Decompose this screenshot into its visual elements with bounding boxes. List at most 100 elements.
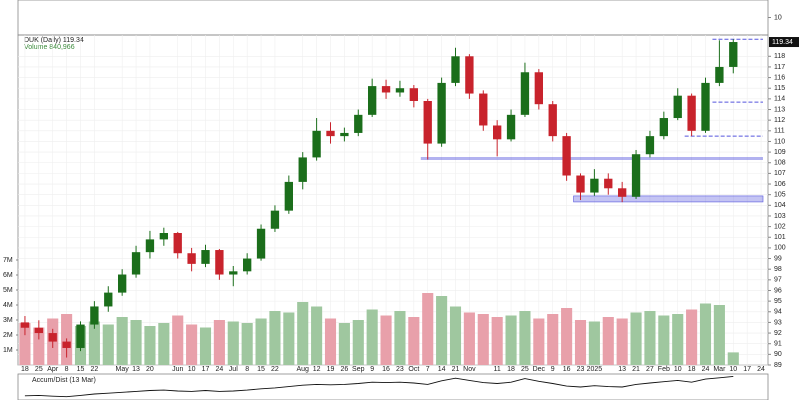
y-tick-label: 108	[774, 160, 786, 167]
x-tick-label: 8	[245, 366, 249, 373]
x-tick-label: 2025	[587, 366, 603, 373]
volume-bar	[255, 318, 267, 365]
x-tick-label: Aug	[296, 366, 309, 373]
candle-body	[215, 250, 224, 275]
x-tick-label: 17	[202, 366, 210, 373]
x-tick-label: 21	[452, 366, 460, 373]
volume-tick-label: 5M	[3, 287, 13, 294]
candle-body	[34, 327, 43, 334]
candle-body	[20, 322, 30, 328]
y-tick-label: 96	[774, 287, 782, 294]
x-tick-label: 16	[382, 366, 390, 373]
volume-bar	[33, 327, 45, 365]
volume-bar	[713, 305, 725, 365]
y-tick-label: 109	[774, 149, 786, 156]
x-tick-label: Nov	[463, 366, 476, 373]
candle-body	[479, 93, 488, 126]
x-tick-label: 26	[340, 366, 348, 373]
candle-body	[465, 56, 474, 94]
volume-bar	[672, 314, 684, 365]
y-tick-label: 102	[774, 223, 786, 230]
volume-bar	[533, 318, 545, 365]
candle-body	[493, 125, 502, 140]
volume-bar	[199, 327, 212, 365]
volume-label: Volume 840,966	[24, 44, 75, 51]
x-tick-label: Oct	[408, 366, 419, 373]
volume-bar	[616, 318, 628, 365]
volume-bar	[422, 293, 434, 365]
volume-bar	[130, 320, 142, 365]
y-tick-label: 117	[774, 64, 785, 71]
candle-body	[729, 42, 738, 67]
volume-bar	[463, 312, 475, 365]
x-tick-label: 16	[563, 366, 571, 373]
y-tick-label: 112	[774, 117, 785, 124]
volume-bar	[116, 317, 128, 365]
candle-body	[104, 292, 113, 307]
volume-bar	[241, 323, 253, 365]
x-tick-label: 24	[757, 366, 765, 373]
volume-bar	[644, 311, 656, 365]
volume-bar	[88, 321, 100, 365]
candle-body	[312, 130, 321, 158]
y-tick-label: 115	[774, 85, 785, 92]
y-tick-label: 116	[774, 74, 785, 81]
candle-body	[645, 136, 655, 155]
x-tick-label: Dec	[533, 366, 546, 373]
x-tick-label: 14	[438, 366, 446, 373]
candle-body	[631, 154, 641, 197]
volume-tick-label: 2M	[3, 332, 13, 339]
top-tick-label: 10	[774, 14, 782, 21]
candle-body	[90, 306, 99, 325]
candle-body	[145, 239, 155, 253]
y-tick-label: 113	[774, 106, 785, 113]
x-tick-label: 18	[688, 366, 696, 373]
volume-bar	[408, 317, 420, 365]
volume-tick-label: 4M	[3, 302, 13, 309]
x-tick-label: 10	[729, 366, 737, 373]
volume-bar	[158, 323, 170, 365]
x-tick-label: Apr	[47, 366, 59, 373]
x-tick-label: 10	[674, 366, 682, 373]
y-tick-label: 107	[774, 170, 786, 177]
candle-body	[48, 333, 57, 342]
candle-body	[298, 157, 307, 182]
candle-body	[562, 136, 571, 176]
volume-tick-label: 1M	[3, 347, 13, 354]
x-tick-label: 24	[702, 366, 710, 373]
candle-body	[437, 82, 446, 144]
y-tick-label: 105	[774, 192, 786, 199]
y-tick-label: 111	[774, 128, 785, 135]
volume-bar	[186, 324, 198, 365]
y-tick-label: 89	[774, 362, 782, 369]
candle-body	[381, 86, 391, 93]
x-tick-label: 15	[257, 366, 265, 373]
y-tick-label: 95	[774, 298, 782, 305]
x-tick-label: Mar	[713, 366, 726, 373]
candle-body	[201, 250, 210, 264]
volume-bar	[547, 314, 559, 365]
last-price-label: 119.34	[772, 39, 793, 46]
candle-body	[715, 66, 724, 83]
candle-body	[409, 88, 418, 101]
x-tick-label: 23	[396, 366, 404, 373]
y-tick-label: 97	[774, 277, 782, 284]
candle-body	[62, 341, 71, 348]
x-tick-label: 13	[132, 366, 140, 373]
candle-body	[548, 104, 557, 137]
volume-bar	[269, 311, 281, 365]
candle-body	[687, 95, 696, 131]
volume-bar	[477, 314, 489, 365]
volume-bar	[588, 321, 600, 365]
volume-bar	[324, 318, 337, 365]
candle-body	[229, 271, 238, 275]
x-tick-label: 19	[327, 366, 335, 373]
volume-bar	[491, 317, 503, 365]
x-tick-label: 25	[521, 366, 529, 373]
candle-body	[659, 118, 668, 137]
candle-body	[243, 258, 252, 272]
candle-body	[423, 101, 432, 144]
y-tick-label: 91	[774, 341, 782, 348]
last-price-box	[769, 37, 799, 48]
x-tick-label: 22	[271, 366, 279, 373]
